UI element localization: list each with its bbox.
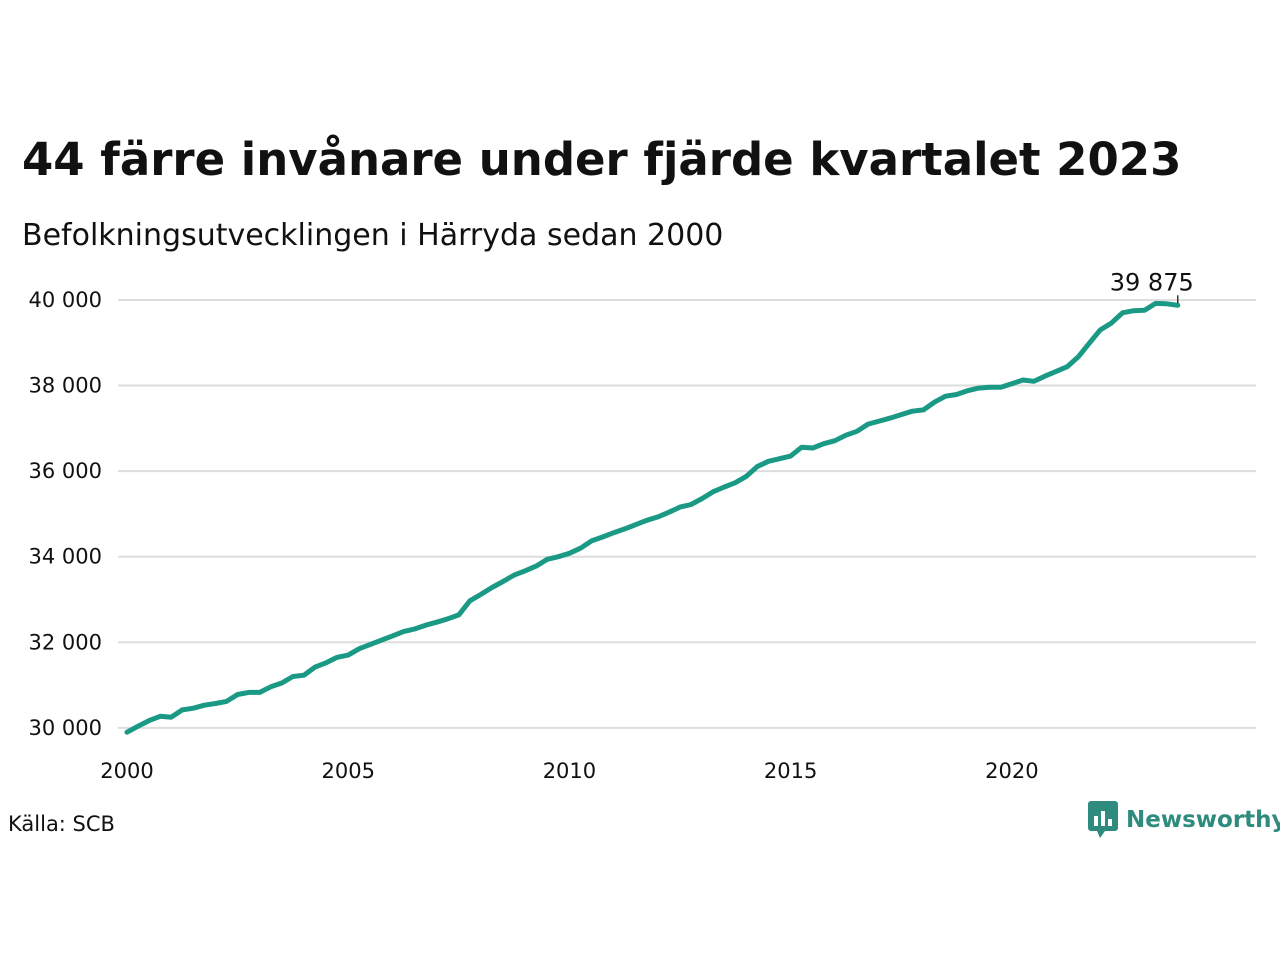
source-note: Källa: SCB — [8, 812, 115, 836]
gridlines — [118, 298, 1256, 729]
y-tick-label: 40 000 — [29, 288, 102, 312]
y-tick-label: 32 000 — [29, 630, 102, 654]
x-tick-label: 2000 — [100, 759, 153, 783]
population-line — [124, 300, 1181, 735]
x-tick-label: 2005 — [321, 759, 374, 783]
x-tick-label: 2015 — [764, 759, 817, 783]
end-value-label: 39 875 — [1110, 268, 1194, 296]
y-tick-label: 38 000 — [29, 374, 102, 398]
x-axis-tick-labels: 2000 2005 2010 2015 2020 — [100, 759, 1038, 783]
y-axis-tick-labels: 30 000 32 000 34 000 36 000 38 000 40 000 — [29, 288, 102, 740]
brand-logo[interactable]: Newsworthy — [1088, 801, 1280, 839]
brand-name: Newsworthy — [1126, 807, 1280, 833]
newsworthy-logo-icon — [1088, 801, 1118, 838]
y-tick-label: 30 000 — [29, 716, 102, 740]
x-tick-label: 2010 — [543, 759, 596, 783]
chart-subtitle: Befolkningsutvecklingen i Härryda sedan … — [22, 218, 724, 253]
y-tick-label: 36 000 — [29, 459, 102, 483]
chart-title: 44 färre invånare under fjärde kvartalet… — [22, 133, 1182, 186]
x-tick-label: 2020 — [985, 759, 1038, 783]
y-tick-label: 34 000 — [29, 545, 102, 569]
